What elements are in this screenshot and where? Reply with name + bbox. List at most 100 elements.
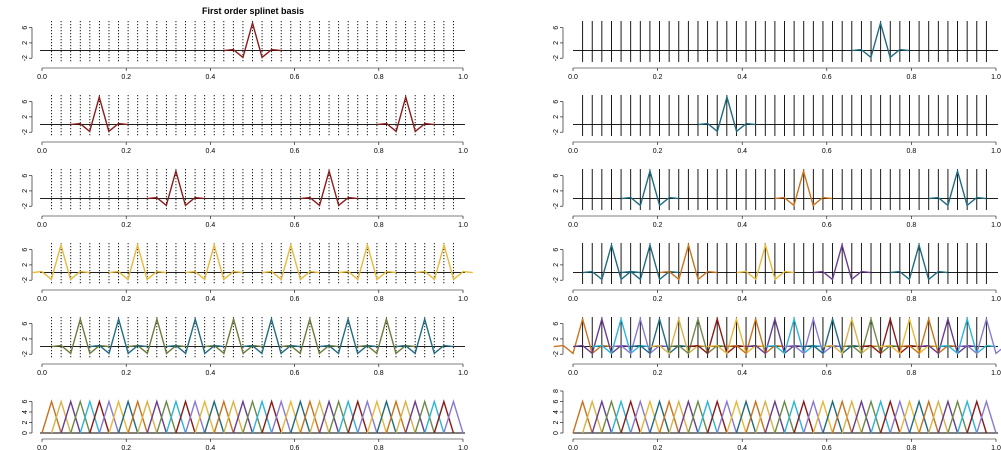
series-line <box>812 399 834 434</box>
series-line <box>51 316 110 355</box>
y-tick-label: 2 <box>553 420 560 424</box>
y-tick-label: 4 <box>553 410 560 414</box>
x-tick-label: 1.0 <box>458 296 468 303</box>
x-tick-label: 0.8 <box>374 148 384 155</box>
series-line <box>678 399 699 434</box>
y-tick-label: 6 <box>22 100 29 104</box>
panel-right-2: -2 2 6 0.0 0.2 0.4 0.6 0.8 1.0 <box>553 94 1001 155</box>
series-line <box>639 399 661 434</box>
y-tick-label: 6 <box>22 26 29 30</box>
series-line <box>165 399 187 434</box>
x-tick-label: 0.2 <box>653 370 663 377</box>
y-tick-label: 0 <box>553 431 560 435</box>
x-tick-label: 0.4 <box>737 148 747 155</box>
series-line <box>870 399 891 434</box>
series-line <box>70 94 129 133</box>
series-line <box>851 20 910 59</box>
panel-right-3: -2 2 6 0.0 0.2 0.4 0.6 0.8 1.0 <box>553 168 1001 229</box>
series-line <box>395 316 454 355</box>
series-line <box>127 399 148 434</box>
series-line <box>137 399 158 434</box>
x-tick-label: 0.6 <box>290 222 300 229</box>
x-tick-label: 0.2 <box>653 296 663 303</box>
y-tick-label: 2 <box>22 337 29 341</box>
series-line <box>899 399 920 434</box>
x-tick-label: 0.6 <box>822 370 832 377</box>
series-line <box>928 399 949 434</box>
series-line <box>659 242 718 281</box>
x-tick-label: 0.6 <box>822 445 832 450</box>
series-line <box>793 399 815 434</box>
panel-right-6: 0 2 4 6 8 0.0 0.2 0.4 0.6 0.8 1.0 <box>553 389 1001 450</box>
series-line <box>262 242 320 281</box>
series-line <box>337 399 359 434</box>
x-tick-label: 0.4 <box>737 74 747 81</box>
series-line <box>783 399 805 434</box>
series-line <box>822 399 843 434</box>
series-line <box>591 399 613 434</box>
y-tick-label: -2 <box>553 277 560 283</box>
series-line <box>745 399 766 434</box>
x-tick-label: 0.2 <box>653 74 663 81</box>
series-line <box>424 399 445 434</box>
series-line <box>213 399 235 434</box>
series-line <box>338 242 397 281</box>
x-tick-label: 0.0 <box>37 148 47 155</box>
x-tick-label: 0.0 <box>37 296 47 303</box>
series-line <box>357 316 416 355</box>
series-line <box>620 399 641 434</box>
series-line <box>98 399 120 434</box>
series-line <box>184 399 206 434</box>
x-tick-label: 0.8 <box>907 74 917 81</box>
panel-left-2: -2 2 6 0.0 0.2 0.4 0.6 0.8 1.0 <box>22 94 468 155</box>
x-tick-label: 0.0 <box>568 74 578 81</box>
x-tick-label: 0.6 <box>290 296 300 303</box>
y-tick-label: 6 <box>553 26 560 30</box>
x-tick-label: 1.0 <box>991 445 1001 450</box>
y-tick-label: 4 <box>22 410 29 414</box>
x-tick-label: 0.2 <box>121 222 131 229</box>
series-line <box>108 399 129 434</box>
y-tick-label: 2 <box>553 337 560 341</box>
y-tick-label: 2 <box>553 263 560 267</box>
series-line <box>764 399 786 434</box>
series-line <box>601 399 622 434</box>
x-tick-label: 0.8 <box>907 370 917 377</box>
series-line <box>726 399 747 434</box>
y-tick-label: 6 <box>22 399 29 403</box>
series-line <box>957 316 1001 355</box>
series-line <box>404 399 426 434</box>
series-line <box>79 399 101 434</box>
x-tick-label: 0.8 <box>374 296 384 303</box>
x-tick-label: 0.0 <box>37 370 47 377</box>
series-line <box>318 399 340 434</box>
panels-group: -2 2 6 0.0 0.2 0.4 0.6 0.8 1.0 -2 2 6 0.0 0.2 0.4 0.6 0.… <box>22 20 1001 450</box>
x-tick-label: 1.0 <box>458 148 468 155</box>
series-line <box>879 399 901 434</box>
series-line <box>630 399 651 434</box>
x-tick-label: 1.0 <box>991 296 1001 303</box>
series-line <box>242 316 301 355</box>
x-tick-label: 0.4 <box>737 370 747 377</box>
series-line <box>89 316 148 355</box>
x-tick-label: 0.6 <box>290 148 300 155</box>
series-line <box>889 399 911 434</box>
x-tick-label: 1.0 <box>458 445 468 450</box>
series-line <box>290 399 311 434</box>
y-tick-label: -2 <box>553 351 560 357</box>
y-tick-label: 2 <box>22 420 29 424</box>
series-line <box>50 399 72 434</box>
y-tick-label: 6 <box>22 248 29 252</box>
series-line <box>658 399 680 434</box>
x-tick-label: 0.8 <box>907 445 917 450</box>
series-line <box>706 399 728 434</box>
x-tick-label: 1.0 <box>991 222 1001 229</box>
series-line <box>803 399 824 434</box>
x-tick-label: 1.0 <box>991 74 1001 81</box>
series-line <box>947 399 968 434</box>
y-tick-label: -2 <box>22 351 29 357</box>
series-line <box>754 399 776 434</box>
series-line <box>147 168 205 207</box>
y-tick-label: -2 <box>22 55 29 61</box>
